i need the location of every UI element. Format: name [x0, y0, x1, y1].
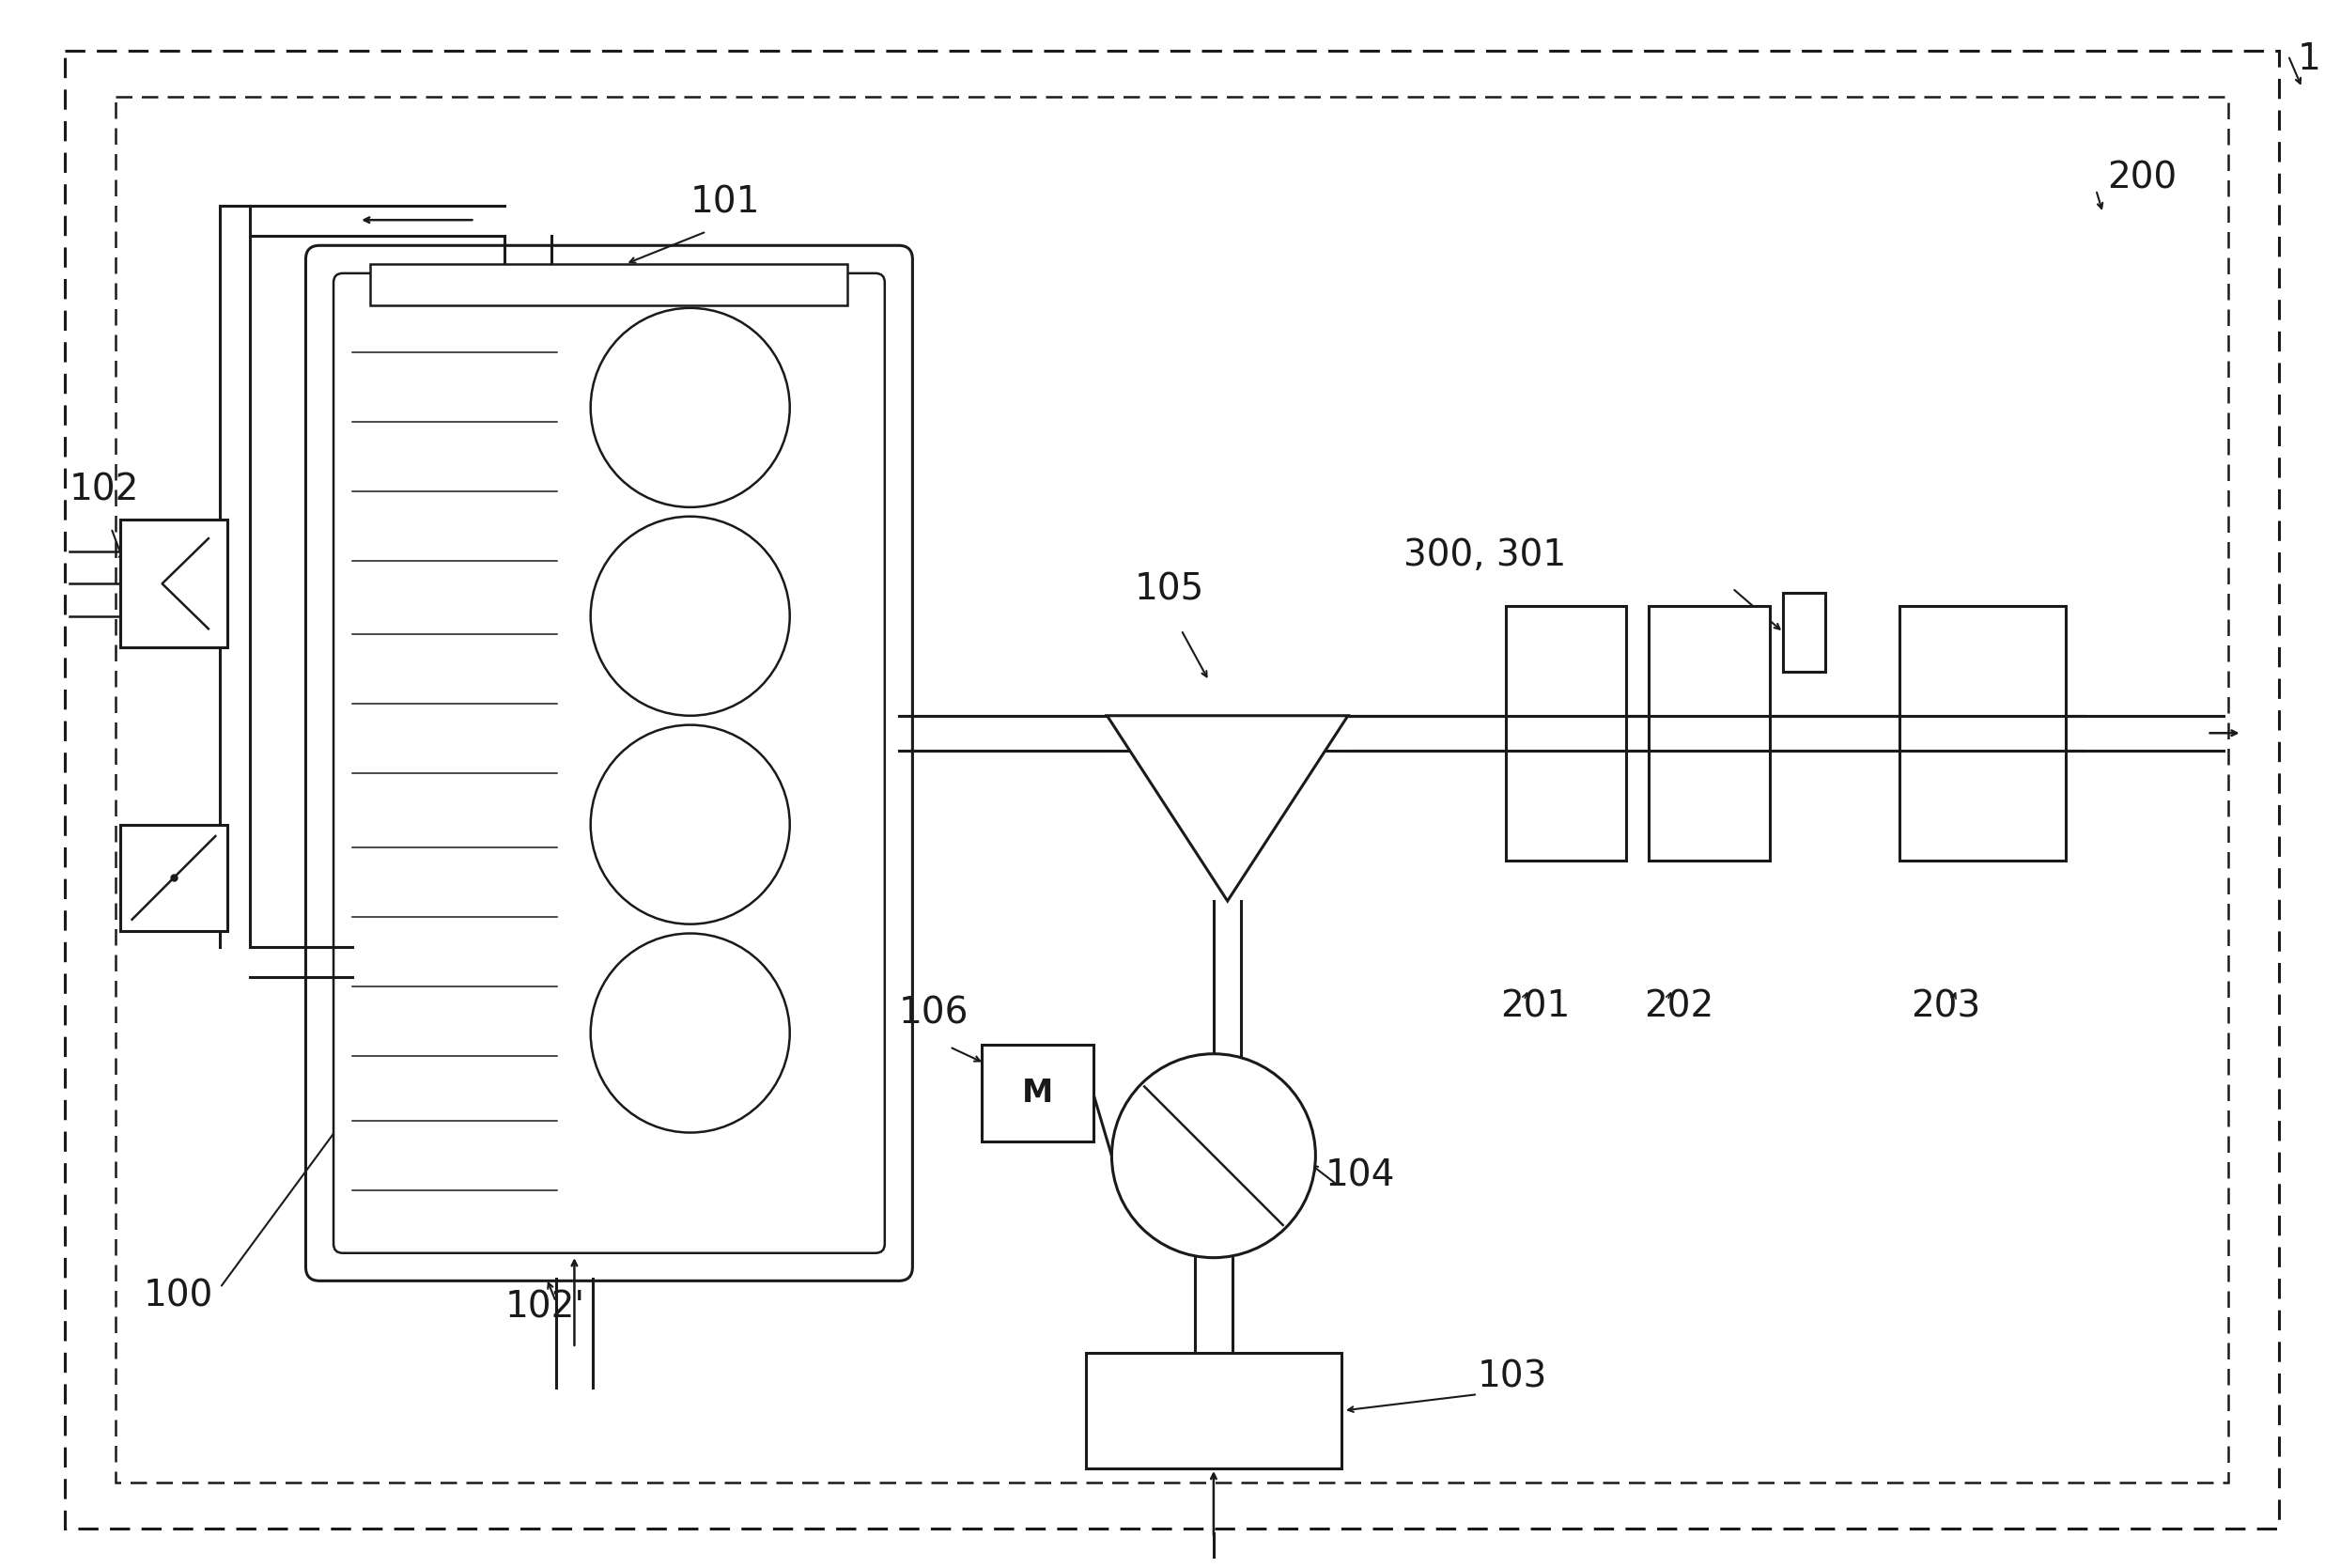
Text: 104: 104 [1325, 1157, 1395, 1193]
Text: 202: 202 [1644, 988, 1714, 1024]
Bar [1900, 605, 2067, 861]
Circle shape [591, 724, 790, 924]
Text: M: M [1023, 1077, 1053, 1109]
Circle shape [591, 307, 790, 506]
Text: 102: 102 [70, 472, 140, 508]
FancyBboxPatch shape [305, 246, 911, 1281]
Text: 201: 201 [1502, 988, 1572, 1024]
Circle shape [591, 516, 790, 715]
Text: 1: 1 [2297, 42, 2320, 77]
Bar [370, 263, 849, 306]
Text: 101: 101 [691, 185, 760, 221]
Bar [121, 825, 228, 931]
Text: 106: 106 [900, 996, 970, 1032]
Circle shape [1111, 1054, 1316, 1258]
Text: 200: 200 [2106, 160, 2176, 196]
Text: 203: 203 [1911, 988, 1981, 1024]
Bar [1648, 605, 1769, 861]
Bar [981, 1044, 1093, 1142]
Text: 100: 100 [144, 1278, 214, 1314]
Bar [1783, 593, 1825, 671]
Text: 300, 301: 300, 301 [1404, 536, 1567, 572]
Text: 105: 105 [1135, 572, 1204, 607]
Bar [121, 521, 228, 648]
Bar [1504, 605, 1625, 861]
Bar [116, 97, 2227, 1482]
FancyBboxPatch shape [332, 273, 886, 1253]
Circle shape [591, 933, 790, 1132]
Text: 103: 103 [1479, 1359, 1548, 1396]
Polygon shape [1107, 715, 1348, 902]
Bar [1086, 1353, 1342, 1469]
Text: 102': 102' [505, 1290, 586, 1325]
